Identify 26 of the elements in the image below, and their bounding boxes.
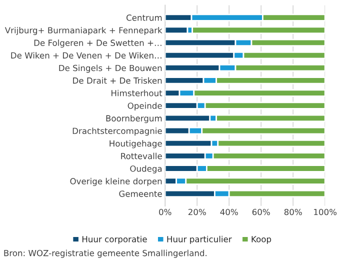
y-tick-label: De Drait + De Trisken [73, 77, 162, 84]
y-tick-label: De Singels + De Bouwen [59, 64, 162, 73]
x-tick-label: 80% [284, 208, 302, 216]
y-tick-label: Overige kleine dorpen [70, 178, 162, 186]
y-tick-label: Himsterhout [112, 90, 162, 96]
y-tick-label: Drachtstercompagnie [72, 128, 162, 136]
text: Bron: WOZ-registratie gemeente Smallingerland. [4, 250, 207, 258]
y-tick-label: De Wiken + De Venen + De Wiken… [11, 52, 162, 59]
legend-label: Koop [252, 236, 272, 244]
x-tick-label: 60% [252, 208, 270, 216]
y-tick-label: Boornbergum [106, 115, 162, 124]
y-tick-label: Opeinde [128, 102, 162, 110]
x-tick-label: 100% [314, 208, 337, 216]
x-tick-label: 20% [188, 208, 206, 216]
legend-label: Huur corporatie [82, 236, 147, 244]
y-tick-label: Vrijburg+ Burmaniapark + Fennepark [4, 26, 162, 36]
x-tick-label: 40% [220, 208, 238, 216]
legend-label: Huur particulier [167, 236, 232, 244]
y-tick-label: Rottevalle [121, 152, 162, 160]
bar [165, 26, 188, 34]
y-tick-label: Gemeente [119, 190, 162, 197]
y-tick-label: Centrum [126, 14, 162, 21]
y-tick-label: Houtigehage [110, 140, 162, 148]
y-tick-label: De Folgeren + De Swetten +… [34, 40, 162, 48]
y-tick-label: Oudega [130, 165, 162, 174]
x-tick-label: 0% [159, 208, 172, 216]
